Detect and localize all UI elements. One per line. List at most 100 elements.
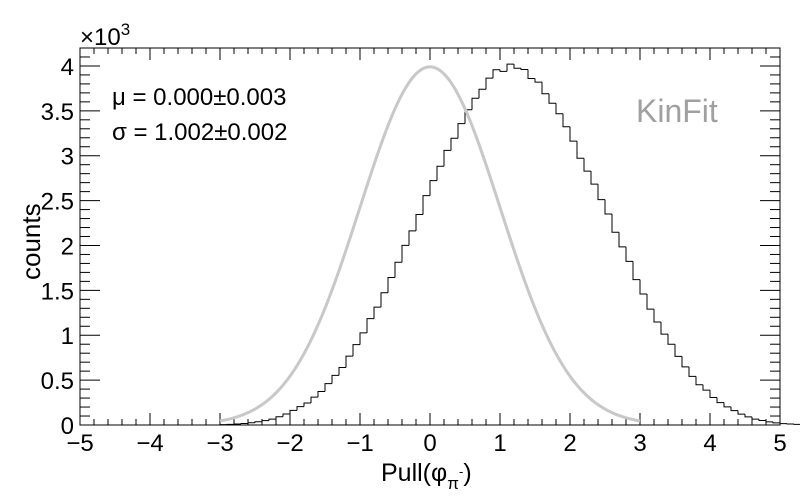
x-tick-label: 0 bbox=[423, 430, 436, 457]
histogram-bin bbox=[317, 391, 325, 398]
histogram-bin bbox=[331, 374, 339, 384]
histogram-bin bbox=[485, 77, 493, 90]
histogram-bin bbox=[583, 158, 591, 172]
x-tick-label: 1 bbox=[493, 430, 506, 457]
histogram-bin bbox=[373, 306, 381, 319]
histogram-bin bbox=[247, 422, 255, 424]
histogram-bin bbox=[282, 413, 290, 417]
histogram-bin bbox=[387, 277, 395, 293]
histogram-bin bbox=[275, 416, 283, 420]
x-tick-label: −4 bbox=[136, 430, 163, 457]
histogram-bin bbox=[716, 397, 724, 404]
histogram-bin bbox=[772, 421, 780, 424]
histogram-bin bbox=[653, 309, 661, 323]
histogram-bin bbox=[674, 344, 682, 357]
histogram-bin bbox=[527, 69, 535, 80]
histogram-bin bbox=[646, 293, 654, 310]
stats-mu: μ = 0.000±0.003 bbox=[112, 84, 286, 111]
histogram-bin bbox=[310, 396, 318, 404]
histogram-bin bbox=[618, 232, 626, 248]
histogram-bin bbox=[744, 414, 752, 418]
stats-sigma: σ = 1.002±0.002 bbox=[112, 119, 287, 146]
fit-curve bbox=[219, 65, 641, 423]
histogram-bin bbox=[541, 82, 549, 95]
y-tick-label: 1.5 bbox=[41, 278, 74, 305]
histogram-bin bbox=[520, 68, 528, 71]
x-axis-label: Pull(φπ-) bbox=[381, 459, 472, 493]
histogram-bin bbox=[576, 141, 584, 159]
histogram-bin bbox=[639, 279, 647, 295]
axes: −5 −4 −3 −2 −1 0 1 2 3 4 5 0 0.5 1 1.5 2 2.5 3 3.5 4 bbox=[41, 47, 787, 457]
histogram-bin bbox=[422, 195, 430, 215]
histogram-bin bbox=[513, 64, 521, 69]
histogram-bin bbox=[261, 420, 269, 422]
histogram-bin bbox=[611, 214, 619, 233]
histogram-bin bbox=[779, 422, 787, 425]
x-tick-label: −2 bbox=[276, 430, 303, 457]
histogram-bin bbox=[534, 78, 542, 83]
histogram-bin bbox=[492, 69, 500, 79]
histogram-bin bbox=[303, 402, 311, 407]
histogram-bin bbox=[366, 318, 374, 333]
histogram-bin bbox=[667, 334, 675, 345]
histogram-bin bbox=[240, 422, 248, 425]
histogram-bin bbox=[394, 261, 402, 278]
y-tick-label: 0 bbox=[61, 413, 74, 440]
y-tick-label: 3 bbox=[61, 144, 74, 171]
x-tick-label: 4 bbox=[703, 430, 716, 457]
x-tick-label: 3 bbox=[633, 430, 646, 457]
histogram-bin bbox=[709, 390, 717, 398]
histogram-bin bbox=[730, 406, 738, 412]
histogram-bin bbox=[625, 246, 633, 262]
histogram-bin bbox=[324, 383, 332, 392]
histogram-bin bbox=[695, 376, 703, 386]
histogram-bin bbox=[471, 97, 479, 110]
y-tick-label: 1 bbox=[61, 323, 74, 350]
histogram-bin bbox=[555, 103, 563, 115]
histogram-bin bbox=[702, 384, 710, 391]
y-tick-label: 2 bbox=[61, 233, 74, 260]
x-tick-label: 5 bbox=[773, 430, 786, 457]
histogram-bin bbox=[590, 171, 598, 185]
method-label: KinFit bbox=[636, 93, 718, 129]
y-tick-label: 3.5 bbox=[41, 99, 74, 126]
gaussian-fit-line bbox=[219, 65, 641, 423]
histogram-bin bbox=[632, 261, 640, 281]
histogram-bin bbox=[401, 244, 409, 263]
histogram-bin bbox=[681, 356, 689, 368]
histogram-bin bbox=[562, 113, 570, 128]
histogram-bin bbox=[352, 344, 360, 357]
histogram-bin bbox=[597, 184, 605, 201]
histogram-bin bbox=[268, 418, 276, 421]
histogram-bin bbox=[499, 69, 507, 72]
y-axis-label: counts bbox=[16, 203, 46, 280]
y-tick-label: 2.5 bbox=[41, 189, 74, 216]
histogram-bin bbox=[758, 419, 766, 422]
x-tick-label: −3 bbox=[206, 430, 233, 457]
histogram-bin bbox=[660, 321, 668, 335]
x-tick-label: 2 bbox=[563, 430, 576, 457]
x-tick-label: −1 bbox=[346, 430, 373, 457]
histogram-bin bbox=[289, 409, 297, 414]
histogram-bin bbox=[604, 199, 612, 215]
histogram-bin bbox=[723, 402, 731, 408]
histogram-bin bbox=[359, 332, 367, 345]
histogram-bin bbox=[457, 123, 465, 139]
histogram-bin bbox=[345, 355, 353, 368]
x-tick-label: −5 bbox=[66, 430, 93, 457]
histogram-bin bbox=[688, 366, 696, 377]
histogram-bin bbox=[751, 416, 759, 420]
histogram-bin bbox=[569, 126, 577, 142]
y-tick-label: 4 bbox=[61, 54, 74, 81]
histogram-bin bbox=[478, 88, 486, 99]
y-multiplier: ×103 bbox=[80, 20, 130, 51]
y-tick-label: 0.5 bbox=[41, 368, 74, 395]
histogram-bin bbox=[548, 93, 556, 104]
histogram-bin bbox=[338, 366, 346, 376]
histogram-bin bbox=[765, 420, 773, 423]
histogram-bin bbox=[296, 406, 304, 411]
histogram-bin bbox=[737, 410, 745, 415]
histogram bbox=[80, 63, 800, 426]
